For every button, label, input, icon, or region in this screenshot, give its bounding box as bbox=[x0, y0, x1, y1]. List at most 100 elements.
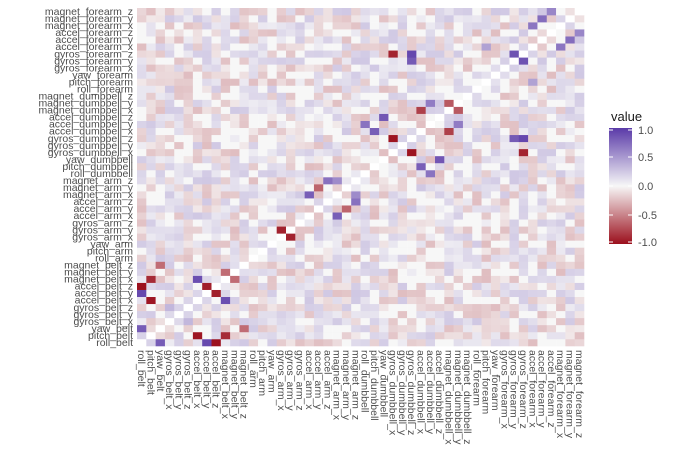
heatmap-cell bbox=[230, 226, 240, 234]
heatmap-cell bbox=[425, 324, 436, 333]
y-tick-label: gyros_forearm_z bbox=[54, 48, 133, 60]
heatmap-cell bbox=[379, 155, 389, 164]
heatmap-cell bbox=[239, 162, 250, 171]
heatmap-cell bbox=[174, 8, 184, 16]
heatmap-cell bbox=[183, 148, 194, 157]
heatmap-cell bbox=[220, 212, 231, 220]
heatmap-cell bbox=[407, 29, 417, 37]
heatmap-cell bbox=[192, 162, 203, 171]
heatmap-cell bbox=[369, 205, 380, 213]
heatmap-cell bbox=[304, 127, 315, 136]
heatmap-cell bbox=[248, 169, 259, 178]
heatmap-cell bbox=[146, 99, 156, 107]
heatmap-cell bbox=[155, 57, 166, 65]
heatmap-cell bbox=[490, 261, 501, 269]
heatmap-cell bbox=[481, 191, 492, 199]
heatmap-cell bbox=[528, 219, 538, 227]
heatmap-cell bbox=[425, 169, 436, 178]
x-tick-label: accel_belt_z bbox=[210, 350, 222, 408]
heatmap-cell bbox=[164, 338, 175, 347]
heatmap-cell bbox=[565, 92, 575, 100]
legend-tick-label: -0.5 bbox=[638, 210, 657, 222]
heatmap-cell bbox=[248, 233, 259, 241]
heatmap-cell bbox=[407, 282, 417, 290]
heatmap-cell bbox=[472, 99, 482, 107]
heatmap-cell bbox=[332, 106, 343, 114]
heatmap-cell bbox=[369, 240, 380, 248]
heatmap-cell bbox=[490, 331, 501, 340]
heatmap-cell bbox=[462, 29, 473, 37]
heatmap-cell bbox=[518, 261, 529, 269]
heatmap-cell bbox=[416, 85, 426, 93]
heatmap-cell bbox=[258, 71, 268, 79]
heatmap-cell bbox=[369, 338, 380, 347]
heatmap-cell bbox=[313, 212, 324, 220]
heatmap-cell bbox=[202, 64, 212, 72]
heatmap-cell bbox=[435, 191, 445, 199]
heatmap-cell bbox=[146, 127, 156, 136]
x-tick-label: magnet_belt_z bbox=[238, 350, 250, 419]
heatmap-cell bbox=[416, 8, 426, 16]
heatmap-cell bbox=[295, 162, 305, 171]
heatmap-cell bbox=[183, 282, 194, 290]
heatmap-cell bbox=[537, 8, 548, 16]
heatmap-cell bbox=[174, 141, 184, 150]
x-tick-label: magnet_belt_x bbox=[219, 350, 231, 420]
heatmap-cell bbox=[546, 247, 557, 255]
heatmap-cell bbox=[192, 296, 203, 305]
heatmap-cell bbox=[258, 184, 268, 192]
heatmap-cell bbox=[164, 261, 175, 269]
heatmap-cell bbox=[286, 15, 296, 23]
heatmap-cell bbox=[341, 240, 352, 248]
heatmap-cell bbox=[164, 282, 175, 290]
heatmap-cell bbox=[239, 268, 250, 276]
heatmap-cell bbox=[155, 85, 166, 93]
heatmap-cell bbox=[202, 99, 212, 107]
heatmap-cell bbox=[220, 36, 231, 44]
heatmap-cell bbox=[174, 324, 184, 333]
heatmap-cell bbox=[435, 22, 445, 30]
heatmap-cell bbox=[183, 268, 194, 276]
heatmap-cell bbox=[528, 310, 538, 319]
heatmap-cell bbox=[332, 127, 343, 136]
x-tick-label: gyros_arm_z bbox=[293, 350, 305, 411]
heatmap-cell bbox=[202, 15, 212, 23]
heatmap-cell bbox=[313, 162, 324, 171]
heatmap-cell bbox=[183, 162, 194, 171]
heatmap-cell bbox=[490, 29, 501, 37]
heatmap-cell bbox=[490, 177, 501, 185]
heatmap-cell bbox=[211, 177, 222, 185]
heatmap-cell bbox=[230, 162, 240, 171]
heatmap-cell bbox=[490, 219, 501, 227]
heatmap-cell bbox=[565, 29, 575, 37]
heatmap-cell bbox=[174, 184, 184, 192]
heatmap-cell bbox=[220, 29, 231, 37]
heatmap-cell bbox=[574, 120, 585, 129]
heatmap-cell bbox=[416, 29, 426, 37]
heatmap-cell bbox=[528, 177, 538, 185]
heatmap-cell bbox=[313, 303, 324, 312]
heatmap-cell bbox=[295, 331, 305, 340]
heatmap-cell bbox=[565, 127, 575, 136]
heatmap-cell bbox=[323, 331, 333, 340]
heatmap-cell bbox=[453, 331, 464, 340]
heatmap-cell bbox=[407, 120, 417, 129]
heatmap-cell bbox=[258, 338, 268, 347]
heatmap-cell bbox=[192, 338, 203, 347]
heatmap-cell bbox=[341, 120, 352, 129]
heatmap-cell bbox=[416, 92, 426, 100]
heatmap-cell bbox=[286, 22, 296, 30]
heatmap-cell bbox=[164, 127, 175, 136]
heatmap-cell bbox=[192, 240, 203, 248]
heatmap-cell bbox=[295, 310, 305, 319]
y-tick-label: gyros_dumbbell_y bbox=[48, 140, 134, 152]
heatmap-cell bbox=[528, 198, 538, 206]
heatmap-cell bbox=[537, 106, 548, 114]
heatmap-cell bbox=[509, 155, 520, 164]
heatmap-cell bbox=[146, 296, 156, 305]
heatmap-cell bbox=[239, 71, 250, 79]
heatmap-cell bbox=[360, 233, 371, 241]
heatmap-cell bbox=[462, 177, 473, 185]
heatmap-cell bbox=[490, 191, 501, 199]
heatmap-cell bbox=[472, 92, 482, 100]
